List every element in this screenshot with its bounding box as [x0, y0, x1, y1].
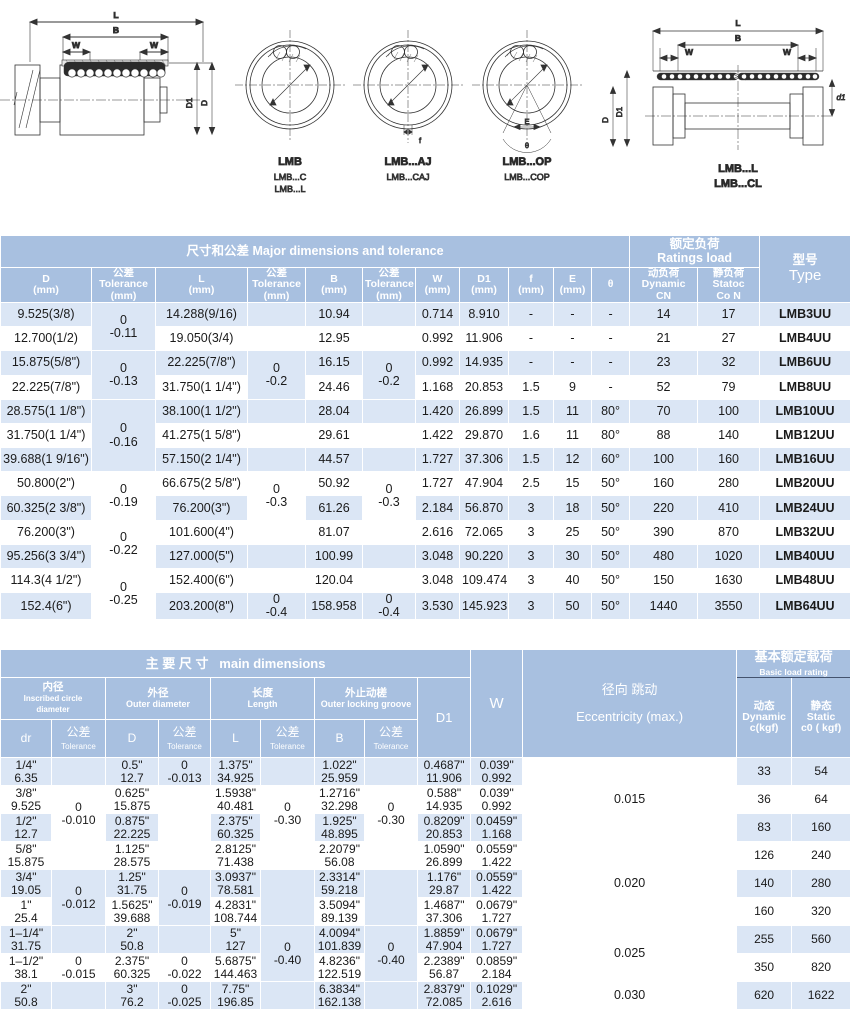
svg-text:B: B — [113, 25, 119, 35]
svg-text:B: B — [735, 33, 741, 43]
svg-text:L: L — [113, 10, 118, 20]
svg-text:LMB...CL: LMB...CL — [714, 178, 762, 190]
svg-text:W: W — [150, 40, 159, 50]
svg-text:LMB...COP: LMB...COP — [504, 172, 550, 182]
svg-text:D1: D1 — [615, 106, 624, 117]
svg-text:D1: D1 — [185, 97, 194, 108]
svg-text:d1: d1 — [836, 93, 845, 102]
svg-text:LMB...C: LMB...C — [274, 172, 307, 182]
svg-text:W: W — [685, 47, 694, 57]
svg-text:LMB...CAJ: LMB...CAJ — [386, 172, 429, 182]
svg-text:D: D — [200, 100, 209, 106]
svg-text:E: E — [524, 117, 529, 126]
svg-text:LMB...L: LMB...L — [274, 184, 305, 194]
svg-text:D: D — [601, 117, 610, 123]
svg-text:LMB: LMB — [278, 156, 302, 168]
svg-text:LMB...L: LMB...L — [718, 163, 758, 175]
svg-text:θ: θ — [525, 141, 529, 150]
svg-text:W: W — [72, 40, 81, 50]
svg-text:f: f — [419, 136, 422, 145]
svg-text:LMB...OP: LMB...OP — [503, 156, 552, 168]
svg-text:W: W — [783, 47, 792, 57]
svg-text:LMB...AJ: LMB...AJ — [384, 156, 431, 168]
svg-text:L: L — [735, 18, 740, 28]
